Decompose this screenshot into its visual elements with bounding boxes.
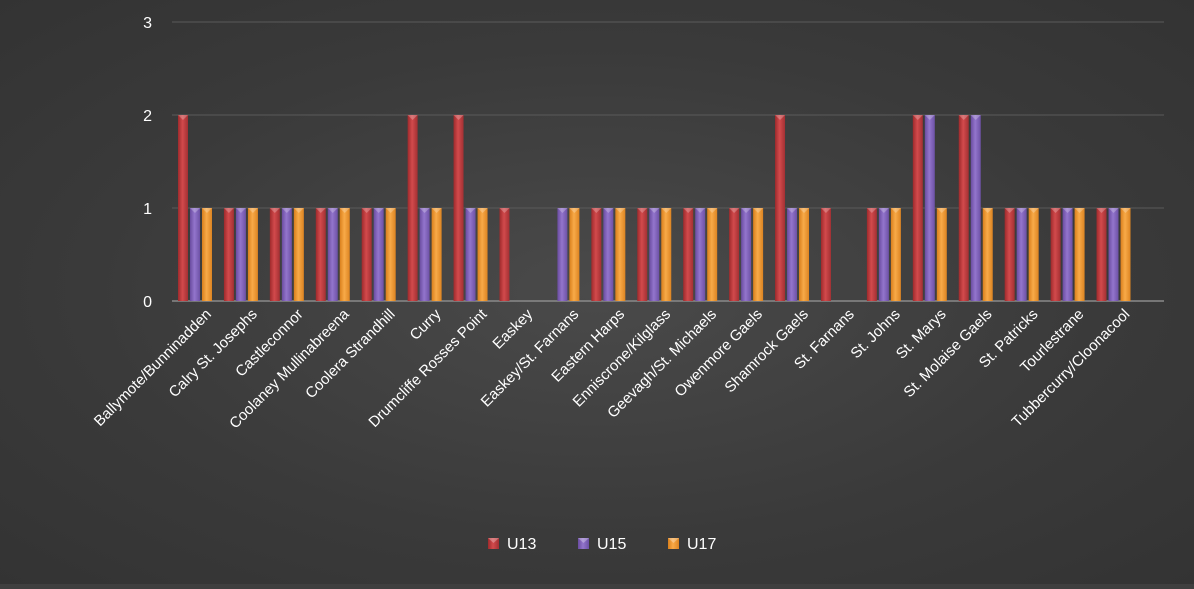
bar-u15-19 [1063, 208, 1073, 301]
bar-u13-14 [821, 208, 831, 301]
bar-u17-1 [248, 208, 258, 301]
bar-u17-16 [937, 208, 947, 301]
legend-label-u17: U17 [687, 536, 716, 553]
bar-u17-5 [432, 208, 442, 301]
bar-u13-15 [867, 208, 877, 301]
bar-u15-0 [190, 208, 200, 301]
bar-u15-5 [420, 208, 430, 301]
bar-u13-2 [270, 208, 280, 301]
bar-u17-10 [661, 208, 671, 301]
bar-u17-12 [753, 208, 763, 301]
bar-u13-13 [775, 115, 785, 301]
bar-u17-3 [340, 208, 350, 301]
bar-u13-3 [316, 208, 326, 301]
legend-label-u13: U13 [507, 536, 536, 553]
y-axis-ticks: 0 1 2 3 [143, 15, 152, 311]
bar-u15-10 [649, 208, 659, 301]
legend: U13 U15 U17 [488, 536, 716, 553]
y-tick-label: 0 [143, 294, 152, 311]
bar-u13-6 [454, 115, 464, 301]
bar-u15-9 [603, 208, 613, 301]
bar-u13-16 [913, 115, 923, 301]
bar-u13-11 [683, 208, 693, 301]
bar-u17-9 [615, 208, 625, 301]
bars [178, 115, 1131, 301]
x-axis-category-labels: Ballymote/BunninaddenCalry St. JosephsCa… [91, 305, 1134, 432]
bar-u13-0 [178, 115, 188, 301]
bar-u17-15 [891, 208, 901, 301]
bar-u13-20 [1097, 208, 1107, 301]
bar-u13-18 [1005, 208, 1015, 301]
bar-u13-12 [729, 208, 739, 301]
bar-u17-11 [707, 208, 717, 301]
bar-u17-17 [983, 208, 993, 301]
y-tick-label: 2 [143, 108, 152, 125]
y-tick-label: 1 [143, 201, 152, 218]
bar-u15-1 [236, 208, 246, 301]
bar-u17-2 [294, 208, 304, 301]
x-category-label: Coolera Strandhill [302, 306, 398, 402]
bar-u17-0 [202, 208, 212, 301]
bar-u15-20 [1109, 208, 1119, 301]
bar-u17-4 [386, 208, 396, 301]
bar-u17-6 [478, 208, 488, 301]
bar-u15-15 [879, 208, 889, 301]
bar-u15-13 [787, 208, 797, 301]
bar-u13-10 [637, 208, 647, 301]
bar-u13-4 [362, 208, 372, 301]
bar-u15-11 [695, 208, 705, 301]
y-tick-label: 3 [143, 15, 152, 32]
bar-u15-8 [557, 208, 567, 301]
bar-u15-12 [741, 208, 751, 301]
bar-u13-1 [224, 208, 234, 301]
x-category-label: Shamrock Gaels [721, 306, 811, 396]
bar-u13-9 [591, 208, 601, 301]
bar-u17-18 [1029, 208, 1039, 301]
bar-u15-3 [328, 208, 338, 301]
bar-u13-7 [499, 208, 509, 301]
bar-u17-20 [1121, 208, 1131, 301]
bar-u17-13 [799, 208, 809, 301]
legend-label-u15: U15 [597, 536, 626, 553]
bar-u15-2 [282, 208, 292, 301]
bar-u13-19 [1051, 208, 1061, 301]
bar-u17-19 [1075, 208, 1085, 301]
bar-u13-5 [408, 115, 418, 301]
bar-u15-4 [374, 208, 384, 301]
bar-u13-17 [959, 115, 969, 301]
bar-u15-6 [466, 208, 476, 301]
bar-u15-18 [1017, 208, 1027, 301]
bar-u17-8 [569, 208, 579, 301]
bar-u15-17 [971, 115, 981, 301]
x-category-label: Curry [407, 305, 445, 343]
bar-u15-16 [925, 115, 935, 301]
